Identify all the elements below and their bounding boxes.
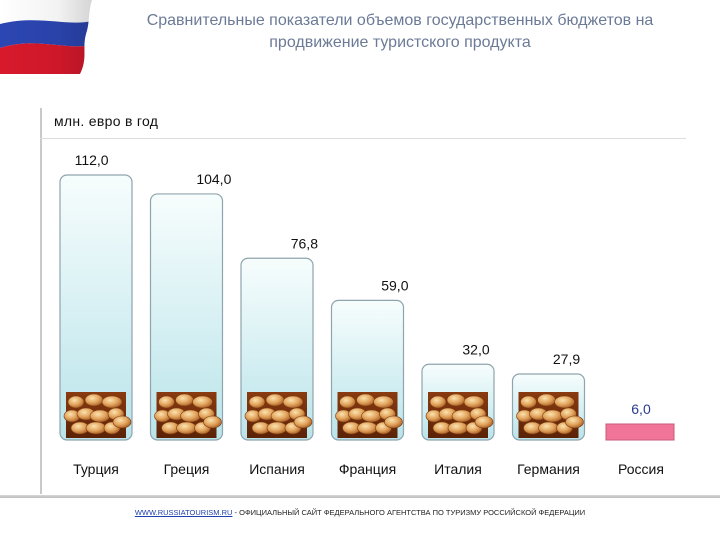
- coins-icon: [154, 392, 222, 438]
- title-line-1: Сравнительные показатели объемов государ…: [146, 12, 654, 29]
- value-label: 104,0: [196, 171, 231, 187]
- value-label: 27,9: [553, 351, 580, 367]
- value-label: 76,8: [291, 235, 318, 251]
- footer: WWW.RUSSIATOURISM.RU - ОФИЦИАЛЬНЫЙ САЙТ …: [0, 508, 720, 517]
- footer-text: - ОФИЦИАЛЬНЫЙ САЙТ ФЕДЕРАЛЬНОГО АГЕНТСТВ…: [232, 508, 586, 517]
- title-line-2: продвижение туристского продукта: [269, 34, 531, 51]
- value-label: 6,0: [631, 401, 651, 417]
- footer-link[interactable]: WWW.RUSSIATOURISM.RU: [134, 508, 233, 517]
- value-label: 32,0: [462, 341, 489, 357]
- bar-1: [149, 193, 224, 441]
- coins-icon: [244, 392, 313, 438]
- coins-icon: [425, 392, 494, 438]
- category-label: Турция: [73, 461, 119, 477]
- page-title: Сравнительные показатели объемов государ…: [95, 10, 705, 54]
- category-label: Россия: [618, 461, 664, 477]
- category-label: Италия: [434, 461, 482, 477]
- category-label: Греция: [164, 461, 210, 477]
- coins-icon: [335, 392, 403, 438]
- chart-frame: [40, 108, 688, 494]
- category-label: Германия: [517, 461, 580, 477]
- bar-0: [59, 174, 133, 441]
- category-label: Испания: [249, 461, 305, 477]
- value-label: 59,0: [381, 277, 408, 293]
- value-label: 112,0: [75, 152, 109, 168]
- y-axis-label: млн. евро в год: [54, 113, 159, 129]
- chart-top-divider: [40, 138, 686, 139]
- russian-flag-icon: [0, 0, 92, 74]
- footer-divider: [0, 495, 720, 498]
- coins-icon: [63, 392, 132, 438]
- category-label: Франция: [339, 461, 396, 477]
- coins-icon: [516, 392, 584, 438]
- bar-russia: [605, 423, 675, 441]
